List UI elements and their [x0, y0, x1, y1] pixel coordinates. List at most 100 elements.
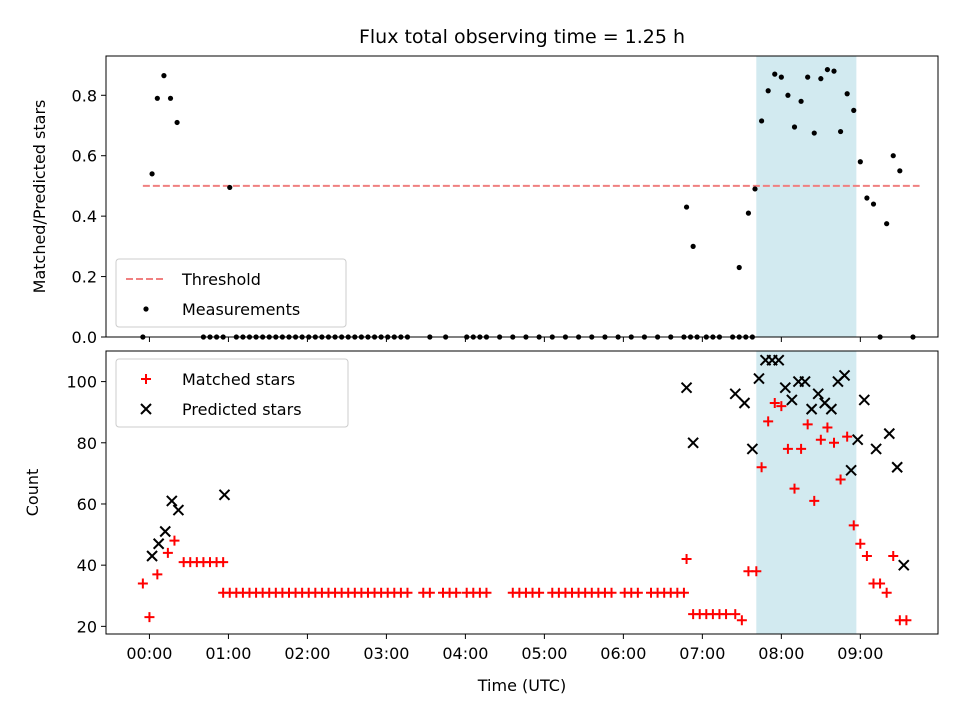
y-tick-label: 20	[77, 617, 97, 636]
plot-frame	[105, 350, 939, 635]
x-tick-label: 00:00	[126, 644, 172, 663]
data-point	[809, 495, 820, 506]
data-point	[721, 609, 732, 620]
data-point	[738, 397, 751, 409]
data-point	[137, 578, 148, 589]
data-point	[402, 587, 413, 598]
y-tick-label: 0.4	[72, 207, 97, 226]
data-point	[166, 495, 178, 507]
x-tick-label: 06:00	[600, 644, 646, 663]
data-point	[534, 587, 545, 598]
data-point	[845, 464, 857, 477]
highlight-span	[756, 56, 857, 337]
data-point	[844, 91, 850, 97]
legend-label: Predicted stars	[182, 400, 302, 419]
data-point	[681, 554, 692, 565]
x-tick-label: 04:00	[442, 644, 488, 663]
y-tick-label: 0.8	[72, 86, 97, 105]
data-point	[824, 66, 831, 73]
y-tick-label: 100	[66, 373, 97, 392]
data-point	[152, 538, 165, 550]
plot-frame	[105, 55, 939, 338]
data-point	[785, 92, 791, 98]
data-point	[162, 547, 173, 558]
data-point	[144, 612, 155, 623]
data-point	[218, 489, 231, 501]
data-point	[680, 382, 693, 394]
data-point	[167, 95, 174, 101]
data-point	[730, 609, 741, 620]
legend-box	[115, 258, 347, 328]
data-point	[424, 587, 435, 598]
data-point	[805, 403, 818, 415]
data-point	[875, 578, 886, 589]
y-tick-label: 80	[77, 434, 97, 453]
data-point	[851, 434, 864, 446]
data-point	[838, 369, 851, 382]
data-point	[752, 186, 758, 192]
data-point	[842, 431, 853, 442]
data-point	[858, 394, 870, 406]
data-point	[796, 443, 807, 454]
legend: Matched stars Predicted stars	[115, 358, 349, 428]
data-point	[779, 382, 791, 394]
legend-label: Matched stars	[182, 370, 295, 389]
series-matched-stars	[137, 398, 912, 626]
y-tick-label: 0.6	[72, 147, 97, 166]
data-point	[772, 71, 778, 77]
data-point	[690, 243, 696, 249]
data-point	[154, 95, 160, 101]
x-axis-label: Time (UTC)	[477, 676, 566, 695]
data-point	[174, 119, 180, 126]
x-tick-label: 08:00	[758, 644, 804, 663]
data-point	[172, 504, 185, 516]
data-point	[837, 128, 844, 135]
data-point	[481, 587, 492, 598]
data-point	[897, 168, 903, 174]
data-point	[756, 462, 767, 473]
data-point	[776, 401, 787, 412]
data-point	[864, 195, 870, 201]
data-point	[729, 388, 741, 400]
data-point	[898, 559, 910, 571]
series-measurements	[140, 66, 916, 340]
data-point	[683, 204, 690, 210]
data-point	[765, 88, 771, 94]
data-point	[811, 130, 817, 136]
data-point	[812, 388, 824, 400]
legend-label: Threshold	[181, 270, 261, 289]
y-tick-label: 60	[77, 495, 97, 514]
data-point	[746, 443, 759, 455]
legend-box	[115, 358, 349, 428]
y-tick-label: 0.2	[72, 268, 97, 287]
data-point	[736, 264, 742, 271]
legend-handle	[140, 403, 152, 415]
data-point	[789, 483, 800, 494]
data-point	[745, 210, 752, 216]
data-point	[758, 118, 765, 124]
x-tick-label: 03:00	[363, 644, 409, 663]
data-point	[805, 74, 811, 80]
data-point	[881, 587, 892, 598]
data-point	[791, 124, 798, 130]
series-predicted-stars	[146, 354, 910, 571]
x-tick-label: 02:00	[284, 644, 330, 663]
x-tick-label: 01:00	[205, 644, 251, 663]
data-point	[782, 443, 793, 454]
panel-counts: 20 40 60 80 100 00:00 01:00 02:00 03:00 04:00 05:0…	[23, 350, 939, 663]
y-tick-label: 0.0	[72, 328, 97, 347]
data-point	[773, 354, 785, 366]
data-point	[227, 184, 233, 191]
data-point	[678, 587, 689, 598]
y-axis-label: Matched/Predicted stars	[30, 100, 49, 294]
data-point	[687, 437, 699, 449]
data-point	[798, 98, 804, 104]
data-point	[751, 566, 762, 577]
data-point	[815, 434, 826, 445]
data-point	[888, 550, 899, 561]
data-point	[835, 474, 846, 485]
data-point	[870, 443, 882, 455]
data-point	[851, 107, 857, 113]
data-point	[632, 587, 643, 598]
